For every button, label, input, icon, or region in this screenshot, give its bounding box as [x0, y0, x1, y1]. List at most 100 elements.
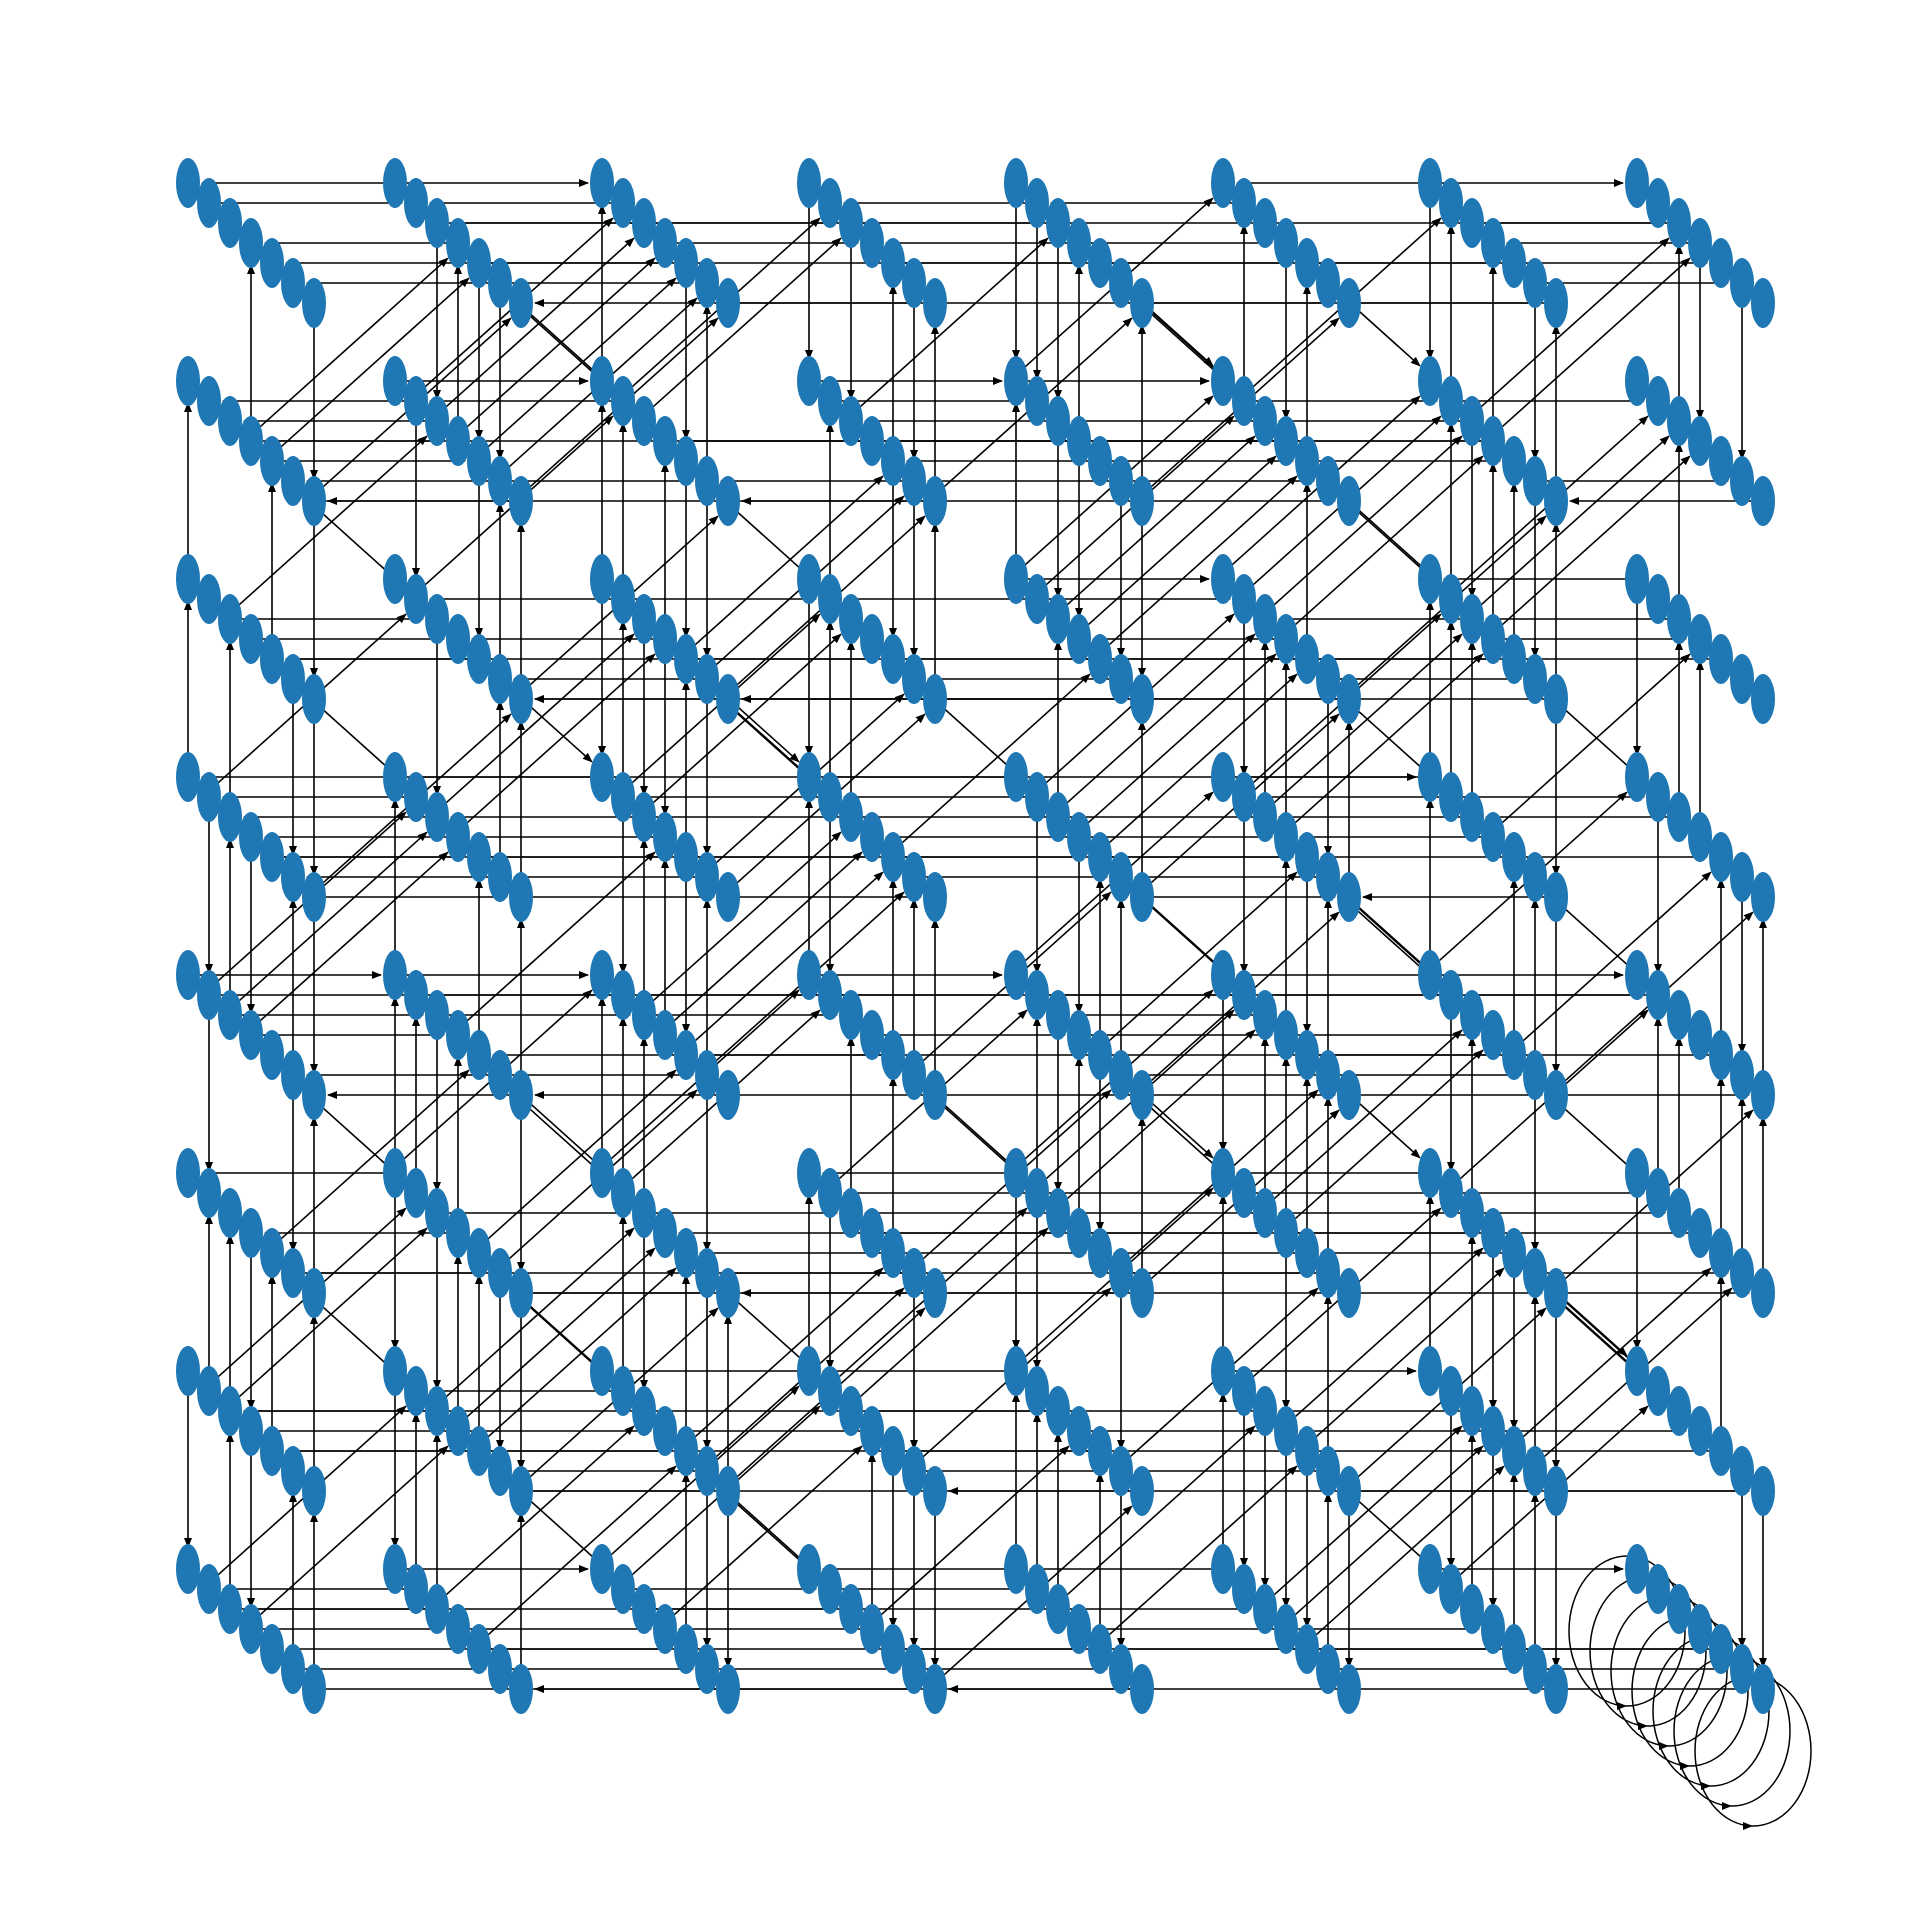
- edge-diagonal: [1108, 1465, 1298, 1636]
- graph-node: [1460, 792, 1484, 842]
- edge-diagonal: [445, 633, 635, 804]
- graph-node: [281, 852, 305, 902]
- edge-diagonal: [259, 1445, 449, 1616]
- graph-node: [902, 258, 926, 308]
- graph-node: [1709, 436, 1733, 486]
- graph-node: [1688, 1406, 1712, 1456]
- graph-node: [1004, 1346, 1028, 1396]
- graph-node: [881, 1426, 905, 1476]
- graph-node: [1709, 1228, 1733, 1278]
- graph-node: [1088, 1426, 1112, 1476]
- graph-node: [488, 1644, 512, 1694]
- graph-node: [488, 456, 512, 506]
- graph-node: [839, 1584, 863, 1634]
- graph-node: [902, 1248, 926, 1298]
- graph-node: [590, 950, 614, 1000]
- graph-node: [695, 1644, 719, 1694]
- graph-node: [1004, 752, 1028, 802]
- graph-node: [902, 1050, 926, 1100]
- graph-node: [1523, 1644, 1547, 1694]
- graph-node: [218, 198, 242, 248]
- graph-node: [1439, 772, 1463, 822]
- edge-diagonal: [1273, 1029, 1463, 1200]
- graph-node: [1646, 772, 1670, 822]
- edge-diagonal: [1066, 1425, 1256, 1596]
- graph-node: [1439, 178, 1463, 228]
- graph-node: [902, 852, 926, 902]
- graph-node: [1667, 990, 1691, 1040]
- graph-node: [611, 970, 635, 1020]
- graph-node: [839, 792, 863, 842]
- edge-diagonal: [445, 1425, 635, 1596]
- graph-node: [218, 1584, 242, 1634]
- graph-node: [923, 476, 947, 526]
- edge-diagonal: [238, 435, 428, 606]
- edge-diagonal: [466, 653, 656, 824]
- graph-node: [653, 1604, 677, 1654]
- graph-node: [881, 1030, 905, 1080]
- edge-diagonal: [1066, 633, 1256, 804]
- graph-node: [860, 614, 884, 664]
- graph-node: [446, 218, 470, 268]
- graph-node: [509, 1268, 533, 1318]
- graph-node: [860, 218, 884, 268]
- graph-node: [509, 674, 533, 724]
- edge-diagonal: [652, 633, 842, 804]
- graph-node: [1751, 872, 1775, 922]
- graph-node: [281, 1446, 305, 1496]
- graph-node: [923, 278, 947, 328]
- graph-node: [239, 1010, 263, 1060]
- graph-node: [1274, 614, 1298, 664]
- graph-node: [695, 1248, 719, 1298]
- graph-node: [1232, 1168, 1256, 1218]
- graph-node: [860, 812, 884, 862]
- graph-node: [446, 812, 470, 862]
- graph-node: [260, 436, 284, 486]
- graph-node: [797, 1148, 821, 1198]
- graph-node: [488, 654, 512, 704]
- graph-node: [1544, 872, 1568, 922]
- graph-node: [488, 1248, 512, 1298]
- graph-node: [860, 416, 884, 466]
- graph-node: [797, 356, 821, 406]
- edge-diagonal: [238, 831, 428, 1002]
- graph-node: [281, 1248, 305, 1298]
- edge-diagonal: [1066, 435, 1256, 606]
- graph-node: [1439, 574, 1463, 624]
- edge-diagonal: [238, 1227, 428, 1398]
- graph-node: [302, 1664, 326, 1714]
- graph-node: [1418, 1544, 1442, 1594]
- graph-node: [1274, 416, 1298, 466]
- graph-node: [797, 752, 821, 802]
- graph-node: [1067, 614, 1091, 664]
- graph-node: [1337, 1466, 1361, 1516]
- graph-node: [1109, 654, 1133, 704]
- graph-node: [611, 1168, 635, 1218]
- graph-node: [1709, 238, 1733, 288]
- edge-diagonal: [1087, 653, 1277, 824]
- graph-node: [302, 1070, 326, 1120]
- graph-node: [176, 1148, 200, 1198]
- graph-node: [1751, 1466, 1775, 1516]
- graph-node: [302, 1268, 326, 1318]
- graph-node: [695, 1050, 719, 1100]
- graph-node: [1646, 1168, 1670, 1218]
- graph-node: [653, 416, 677, 466]
- graph-node: [590, 554, 614, 604]
- graph-node: [1481, 812, 1505, 862]
- graph-node: [218, 990, 242, 1040]
- graph-node: [1316, 1248, 1340, 1298]
- graph-node: [818, 574, 842, 624]
- graph-node: [1109, 456, 1133, 506]
- graph-node: [239, 1406, 263, 1456]
- graph-node: [1211, 554, 1235, 604]
- graph-node: [632, 1188, 656, 1238]
- graph-node: [1688, 218, 1712, 268]
- graph-node: [1523, 654, 1547, 704]
- graph-node: [1025, 1564, 1049, 1614]
- graph-node: [1130, 674, 1154, 724]
- graph-node: [1004, 158, 1028, 208]
- graph-node: [1337, 872, 1361, 922]
- graph-node: [218, 396, 242, 446]
- graph-node: [1274, 1406, 1298, 1456]
